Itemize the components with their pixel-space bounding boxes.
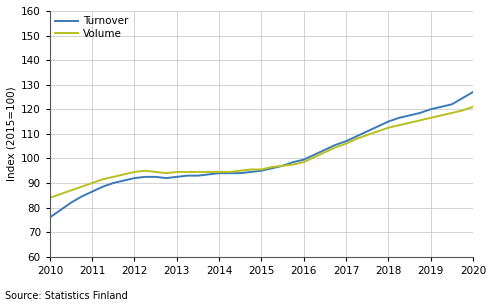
Volume bbox=[216, 170, 222, 174]
Turnover bbox=[163, 176, 169, 180]
Volume bbox=[248, 168, 254, 171]
Turnover bbox=[322, 148, 328, 152]
Turnover bbox=[216, 171, 222, 175]
Volume bbox=[364, 133, 370, 137]
Turnover bbox=[79, 195, 85, 198]
Volume bbox=[438, 114, 444, 117]
Volume bbox=[459, 109, 465, 112]
Volume bbox=[258, 168, 264, 171]
Turnover bbox=[290, 160, 296, 164]
Turnover bbox=[332, 143, 338, 147]
Volume bbox=[312, 155, 317, 159]
Volume bbox=[386, 126, 391, 130]
Turnover bbox=[470, 90, 476, 94]
Volume bbox=[163, 171, 169, 175]
Turnover bbox=[417, 111, 423, 115]
Volume bbox=[353, 137, 359, 140]
Volume bbox=[322, 150, 328, 154]
Volume bbox=[195, 170, 201, 174]
Volume bbox=[396, 123, 402, 127]
Turnover bbox=[301, 158, 307, 161]
Turnover bbox=[248, 170, 254, 174]
Line: Turnover: Turnover bbox=[50, 92, 473, 217]
Volume bbox=[58, 192, 64, 196]
Turnover bbox=[237, 171, 243, 175]
Volume bbox=[121, 173, 127, 176]
Turnover bbox=[47, 216, 53, 219]
Turnover bbox=[396, 116, 402, 120]
Turnover bbox=[142, 175, 148, 179]
Turnover bbox=[427, 107, 433, 111]
Turnover bbox=[58, 208, 64, 212]
Turnover bbox=[121, 179, 127, 182]
Volume bbox=[68, 188, 74, 192]
Turnover bbox=[100, 185, 106, 188]
Turnover bbox=[269, 166, 275, 170]
Turnover bbox=[89, 190, 95, 193]
Turnover bbox=[438, 105, 444, 109]
Turnover bbox=[449, 102, 455, 106]
Y-axis label: Index (2015=100): Index (2015=100) bbox=[7, 87, 17, 181]
Turnover bbox=[459, 96, 465, 100]
Volume bbox=[332, 146, 338, 149]
Turnover bbox=[184, 174, 190, 178]
Volume bbox=[375, 130, 381, 133]
Legend: Turnover, Volume: Turnover, Volume bbox=[53, 14, 131, 41]
Volume bbox=[280, 164, 285, 168]
Volume bbox=[237, 169, 243, 173]
Volume bbox=[417, 119, 423, 122]
Turnover bbox=[375, 125, 381, 128]
Turnover bbox=[353, 134, 359, 138]
Turnover bbox=[110, 181, 116, 185]
Turnover bbox=[174, 175, 180, 179]
Turnover bbox=[206, 173, 211, 176]
Volume bbox=[470, 105, 476, 109]
Volume bbox=[427, 116, 433, 120]
Turnover bbox=[364, 130, 370, 133]
Turnover bbox=[132, 176, 138, 180]
Line: Volume: Volume bbox=[50, 107, 473, 198]
Volume bbox=[407, 121, 413, 125]
Volume bbox=[174, 170, 180, 174]
Volume bbox=[153, 170, 159, 174]
Volume bbox=[47, 196, 53, 200]
Volume bbox=[301, 160, 307, 164]
Text: Source: Statistics Finland: Source: Statistics Finland bbox=[5, 291, 128, 301]
Turnover bbox=[153, 175, 159, 179]
Turnover bbox=[343, 140, 349, 143]
Turnover bbox=[280, 164, 285, 168]
Volume bbox=[142, 169, 148, 173]
Volume bbox=[110, 175, 116, 179]
Turnover bbox=[407, 114, 413, 117]
Turnover bbox=[312, 153, 317, 157]
Turnover bbox=[386, 120, 391, 123]
Volume bbox=[269, 165, 275, 169]
Volume bbox=[290, 163, 296, 166]
Volume bbox=[79, 185, 85, 188]
Volume bbox=[184, 170, 190, 174]
Volume bbox=[100, 178, 106, 181]
Volume bbox=[132, 170, 138, 174]
Turnover bbox=[195, 174, 201, 178]
Volume bbox=[343, 142, 349, 146]
Volume bbox=[449, 111, 455, 115]
Volume bbox=[89, 181, 95, 185]
Turnover bbox=[258, 169, 264, 173]
Turnover bbox=[68, 201, 74, 205]
Volume bbox=[206, 170, 211, 174]
Volume bbox=[227, 170, 233, 174]
Turnover bbox=[227, 171, 233, 175]
